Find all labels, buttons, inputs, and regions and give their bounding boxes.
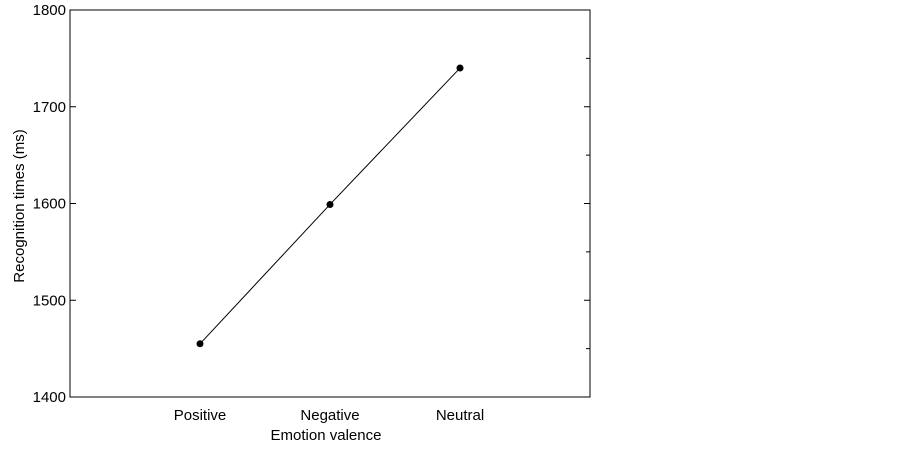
- series-group: [196, 64, 464, 348]
- data-point: [326, 200, 334, 208]
- x-axis-label: Emotion valence: [271, 427, 382, 444]
- x-tick-label: Neutral: [436, 407, 484, 424]
- y-axis-label: Recognition times (ms): [11, 129, 28, 282]
- x-tick-label: Positive: [174, 407, 227, 424]
- y-axis-ticks: 1400 1500 1600 1700 1800: [33, 2, 590, 406]
- y-tick-label: 1800: [33, 2, 66, 19]
- y-tick-label: 1600: [33, 196, 66, 213]
- x-axis-ticks: Positive Negative Neutral: [174, 407, 484, 424]
- y-tick-label: 1400: [33, 389, 66, 406]
- y-tick-label: 1700: [33, 99, 66, 116]
- data-point: [456, 64, 464, 72]
- data-point: [196, 340, 204, 348]
- x-tick-label: Negative: [300, 407, 359, 424]
- y-tick-label: 1500: [33, 292, 66, 309]
